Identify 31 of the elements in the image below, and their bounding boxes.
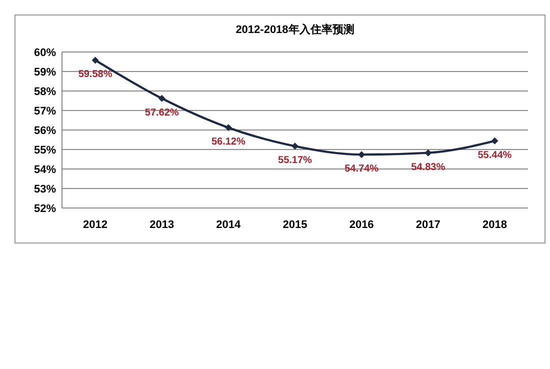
- y-tick-label: 55%: [34, 144, 56, 156]
- point: [491, 137, 498, 144]
- point: [158, 94, 166, 102]
- data-label: 57.62%: [144, 107, 179, 118]
- chart-title: 2012-2018年入住率预测: [236, 23, 354, 36]
- y-tick-label: 60%: [34, 47, 56, 59]
- data-label: 59.58%: [78, 69, 112, 80]
- y-tick-label: 56%: [34, 125, 56, 137]
- point: [292, 142, 298, 150]
- data-label: 56.12%: [211, 136, 246, 148]
- y-tick-label: 59%: [34, 66, 56, 78]
- point: [358, 151, 366, 158]
- point: [224, 124, 232, 132]
- data-label: 54.83%: [411, 162, 446, 173]
- x-tick-label: 2014: [216, 219, 242, 231]
- data-label: 54.74%: [344, 164, 379, 175]
- x-tick-label: 2016: [349, 219, 374, 231]
- y-tick-label: 54%: [34, 164, 56, 176]
- x-tick-label: 2018: [482, 219, 507, 231]
- data-label: 55.44%: [478, 150, 512, 161]
- y-tick-label: 53%: [34, 184, 56, 196]
- data-label: 55.17%: [278, 155, 312, 166]
- point: [92, 56, 99, 64]
- x-tick-label: 2013: [150, 219, 174, 231]
- y-tick-label: 58%: [34, 86, 56, 98]
- x-tick-label: 2017: [416, 219, 440, 231]
- x-tick-label: 2015: [282, 219, 308, 231]
- y-tick-label: 52%: [34, 203, 56, 215]
- y-tick-label: 57%: [34, 106, 56, 118]
- point: [424, 149, 432, 156]
- x-tick-label: 2012: [83, 219, 108, 231]
